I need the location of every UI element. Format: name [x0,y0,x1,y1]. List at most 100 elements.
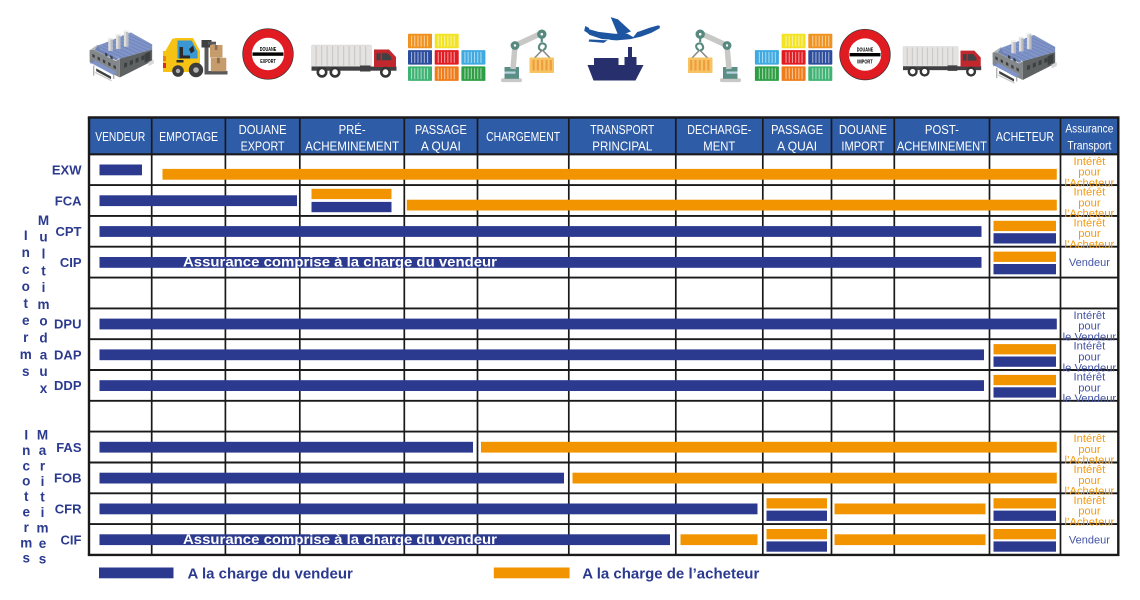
svg-text:t: t [24,489,29,504]
svg-text:c: c [22,262,30,277]
svg-text:s: s [23,551,31,566]
svg-text:pour: pour [1078,506,1101,518]
svg-text:l’Acheteur: l’Acheteur [1065,177,1115,189]
svg-text:l’Acheteur: l’Acheteur [1065,239,1115,251]
svg-text:pour: pour [1078,197,1101,209]
svg-text:o: o [22,279,30,294]
svg-text:FOB: FOB [54,471,81,486]
svg-text:VENDEUR: VENDEUR [95,130,145,144]
svg-text:l’Acheteur: l’Acheteur [1065,455,1115,467]
svg-text:r: r [24,520,30,535]
svg-text:s: s [22,364,30,379]
svg-text:le Vendeur: le Vendeur [1063,393,1117,405]
svg-text:DPU: DPU [54,317,81,332]
svg-text:M: M [37,428,48,443]
svg-text:pour: pour [1078,444,1101,456]
svg-text:i: i [41,505,45,520]
svg-text:e: e [39,536,47,551]
svg-text:Vendeur: Vendeur [1069,257,1110,269]
svg-text:c: c [23,458,31,473]
svg-text:A QUAI: A QUAI [421,139,461,153]
svg-text:l: l [42,247,46,262]
svg-text:A la charge de l’acheteur: A la charge de l’acheteur [582,565,759,582]
svg-text:Intérêt: Intérêt [1074,341,1107,353]
svg-text:e: e [22,313,30,328]
svg-text:MENT: MENT [703,139,735,153]
svg-text:Intérêt: Intérêt [1074,464,1107,476]
svg-text:m: m [36,521,48,536]
svg-text:PRINCIPAL: PRINCIPAL [592,139,652,153]
svg-text:IMPORT: IMPORT [841,139,884,153]
svg-text:Intérêt: Intérêt [1074,310,1107,322]
svg-text:pour: pour [1078,167,1101,179]
svg-text:M: M [38,213,49,228]
svg-text:i: i [42,280,46,295]
svg-text:pour: pour [1078,475,1101,487]
svg-text:DOUANE: DOUANE [260,47,277,53]
svg-text:DECHARGE-: DECHARGE- [687,123,751,137]
svg-text:DOUANE: DOUANE [239,123,287,137]
svg-text:pour: pour [1078,228,1101,240]
svg-text:Vendeur: Vendeur [1069,535,1110,547]
svg-text:pour: pour [1078,352,1101,364]
svg-text:u: u [39,230,47,245]
svg-text:A la charge du vendeur: A la charge du vendeur [188,565,353,582]
svg-text:A QUAI: A QUAI [777,139,817,153]
svg-text:Transport: Transport [1067,141,1112,153]
svg-text:Intérêt: Intérêt [1074,495,1107,507]
svg-text:l’Acheteur: l’Acheteur [1065,516,1115,528]
svg-text:Assurance comprise à la charge: Assurance comprise à la charge du vendeu… [183,255,498,270]
svg-text:t: t [41,263,46,278]
svg-text:Assurance comprise à la charge: Assurance comprise à la charge du vendeu… [183,532,498,547]
svg-text:DOUANE: DOUANE [857,47,874,53]
svg-text:CIP: CIP [60,255,82,270]
svg-text:m: m [37,297,49,312]
svg-text:Intérêt: Intérêt [1074,372,1107,384]
svg-text:m: m [20,347,32,362]
svg-text:PRÉ-: PRÉ- [339,122,366,137]
svg-text:TRANSPORT: TRANSPORT [590,123,654,137]
svg-text:ACHEMINEMENT: ACHEMINEMENT [897,139,987,153]
svg-text:pour: pour [1078,382,1101,394]
svg-text:Assurance: Assurance [1065,124,1113,136]
svg-text:d: d [39,331,47,346]
svg-text:IMPORT: IMPORT [857,59,873,65]
svg-text:Intérêt: Intérêt [1074,187,1107,199]
svg-text:EXPORT: EXPORT [260,59,276,65]
svg-text:CPT: CPT [56,224,82,239]
svg-text:i: i [41,474,45,489]
svg-text:PASSAGE: PASSAGE [771,123,823,137]
svg-text:Intérêt: Intérêt [1074,156,1107,168]
svg-text:le Vendeur: le Vendeur [1063,362,1117,374]
svg-text:le Vendeur: le Vendeur [1063,332,1117,344]
svg-text:CIF: CIF [61,532,82,547]
svg-text:a: a [39,443,47,458]
svg-text:s: s [39,552,47,567]
svg-text:FCA: FCA [55,193,82,208]
svg-text:Intérêt: Intérêt [1074,217,1107,229]
svg-text:t: t [40,490,45,505]
svg-text:Intérêt: Intérêt [1074,433,1107,445]
svg-text:t: t [24,296,29,311]
svg-text:EXPORT: EXPORT [241,139,285,153]
svg-text:DDP: DDP [54,378,82,393]
svg-text:DAP: DAP [54,347,82,362]
svg-text:EXW: EXW [52,163,82,178]
svg-text:o: o [22,474,30,489]
svg-text:CHARGEMENT: CHARGEMENT [486,130,560,144]
svg-text:POST-: POST- [925,123,959,137]
svg-text:FAS: FAS [56,440,82,455]
svg-text:a: a [40,347,48,362]
svg-text:ACHEMINEMENT: ACHEMINEMENT [305,139,399,153]
svg-text:EMPOTAGE: EMPOTAGE [159,130,218,144]
svg-text:l’Acheteur: l’Acheteur [1065,486,1115,498]
svg-text:I: I [24,428,28,443]
svg-text:ACHETEUR: ACHETEUR [996,130,1054,144]
svg-text:CFR: CFR [55,502,82,517]
svg-text:n: n [22,443,30,458]
svg-text:r: r [23,330,29,345]
svg-text:l’Acheteur: l’Acheteur [1065,208,1115,220]
svg-text:o: o [39,314,47,329]
svg-text:e: e [23,505,31,520]
svg-text:pour: pour [1078,321,1101,333]
